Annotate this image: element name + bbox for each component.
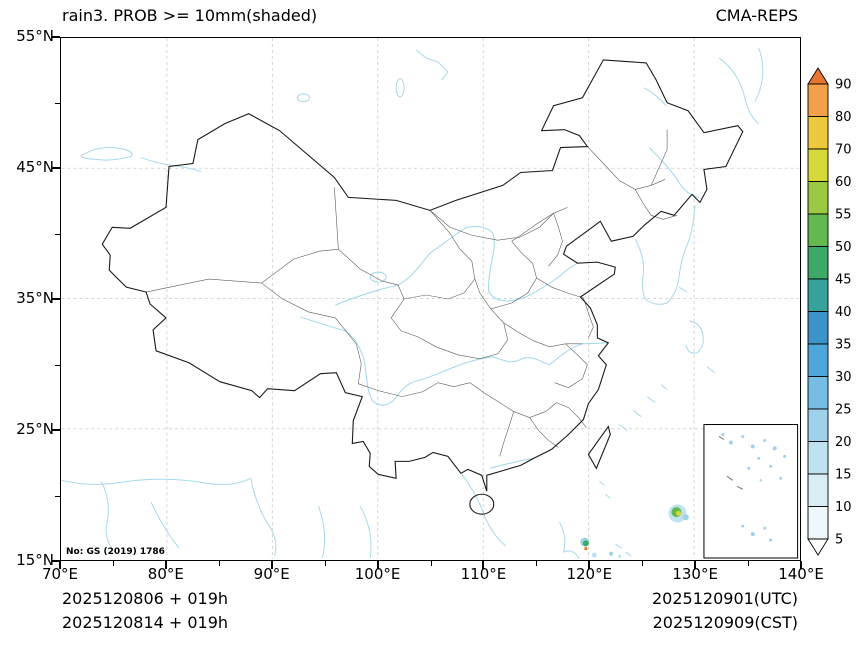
x-tick-minor [324, 561, 326, 566]
valid-time-cst: 2025120909(CST) [652, 613, 798, 632]
x-tick-mark [376, 561, 379, 569]
colorbar-tick-label: 10 [835, 500, 852, 515]
map-license: No: GS (2019) 1786 [66, 547, 165, 557]
x-tick-minor [218, 561, 220, 566]
y-tick-mark [52, 560, 60, 562]
china-map [61, 38, 799, 559]
x-tick-label: 70°E [41, 565, 79, 583]
colorbar-tick-label: 35 [835, 338, 852, 353]
valid-time-utc: 2025120901(UTC) [652, 589, 798, 608]
colorbar-segment [807, 213, 829, 247]
x-tick-mark [59, 561, 61, 569]
plot-title: rain3. PROB >= 10mm(shaded) [62, 6, 318, 25]
precip-spot [682, 514, 689, 521]
colorbar-tick-label: 30 [835, 370, 852, 385]
foreign-coastlines [61, 47, 764, 559]
x-tick-mark [164, 561, 167, 569]
colorbar-tick-label: 60 [835, 175, 852, 190]
colorbar: 90 80 70 60 55 50 45 40 35 30 25 20 15 10 5 [807, 67, 852, 556]
y-tick-mark [52, 36, 60, 38]
colorbar-tick-label: 40 [835, 305, 852, 320]
x-tick-label: 110°E [460, 565, 507, 583]
colorbar-segment [807, 83, 829, 117]
y-tick-label: 15°N [16, 551, 54, 569]
colorbar-segment [807, 278, 829, 312]
rivers [300, 147, 700, 469]
x-tick-minor [642, 561, 644, 566]
colorbar-segment [807, 181, 829, 215]
x-tick-mark [270, 561, 273, 569]
precip-spot [591, 552, 597, 558]
x-tick-mark [588, 561, 591, 569]
inset-frame [703, 424, 799, 559]
x-tick-minor [536, 561, 538, 566]
precip-spot [609, 551, 614, 556]
y-tick-label: 35°N [16, 289, 54, 307]
y-tick-label: 45°N [16, 158, 54, 176]
colorbar-tick-label: 25 [835, 403, 852, 418]
init-time-cst: 2025120814 + 019h [62, 613, 229, 632]
x-tick-label: 90°E [253, 565, 290, 583]
colorbar-tick-label: 5 [835, 533, 843, 548]
x-tick-label: 130°E [672, 565, 718, 583]
model-name-label: CMA-REPS [715, 6, 798, 25]
map-plot-area: No: GS (2019) 1786 [60, 37, 801, 561]
colorbar-tick-label: 15 [835, 468, 852, 483]
x-tick-label: 140°E [778, 565, 824, 583]
south-china-sea-inset [703, 424, 799, 559]
province-boundaries [146, 129, 678, 457]
x-tick-mark [694, 561, 697, 569]
x-tick-label: 120°E [566, 565, 613, 583]
colorbar-segment [807, 473, 829, 507]
precip-spot [617, 554, 622, 558]
x-tick-mark [482, 561, 485, 569]
colorbar-tick-label: 70 [835, 143, 852, 158]
x-tick-minor [430, 561, 432, 566]
colorbar-segment [807, 343, 829, 377]
colorbar-segment [807, 506, 829, 540]
colorbar-tick-label: 80 [835, 110, 852, 125]
precip-spot [676, 510, 682, 516]
colorbar-segment [807, 441, 829, 475]
precip-shading [580, 504, 689, 558]
colorbar-bottom-arrow [807, 538, 829, 556]
y-tick-label: 55°N [16, 27, 54, 45]
y-tick-label: 25°N [16, 420, 54, 438]
colorbar-top-arrow [807, 67, 829, 85]
x-tick-minor [112, 561, 114, 566]
colorbar-segment [807, 148, 829, 182]
y-tick-mark [52, 298, 60, 300]
init-time-utc: 2025120806 + 019h [62, 589, 229, 608]
colorbar-tick-label: 50 [835, 240, 852, 255]
colorbar-segment [807, 311, 829, 345]
colorbar-segment [807, 376, 829, 410]
colorbar-tick-label: 55 [835, 208, 852, 223]
colorbar-tick-label: 20 [835, 435, 852, 450]
x-tick-minor [748, 561, 750, 566]
colorbar-segment [807, 408, 829, 442]
gridlines [61, 38, 799, 559]
x-tick-label: 80°E [147, 565, 184, 583]
colorbar-tick-label: 90 [835, 78, 852, 93]
inset-island-dashes [718, 436, 744, 490]
y-tick-mark [52, 167, 60, 169]
colorbar-tick-label: 45 [835, 273, 852, 288]
colorbar-segment [807, 246, 829, 280]
x-tick-label: 100°E [354, 565, 401, 583]
china-border [101, 59, 744, 515]
precip-spot [584, 546, 588, 551]
y-tick-mark [52, 429, 60, 431]
x-tick-mark [800, 561, 802, 569]
precip-spot [582, 540, 589, 547]
inset-precip-specks [721, 432, 787, 542]
colorbar-segment [807, 116, 829, 150]
